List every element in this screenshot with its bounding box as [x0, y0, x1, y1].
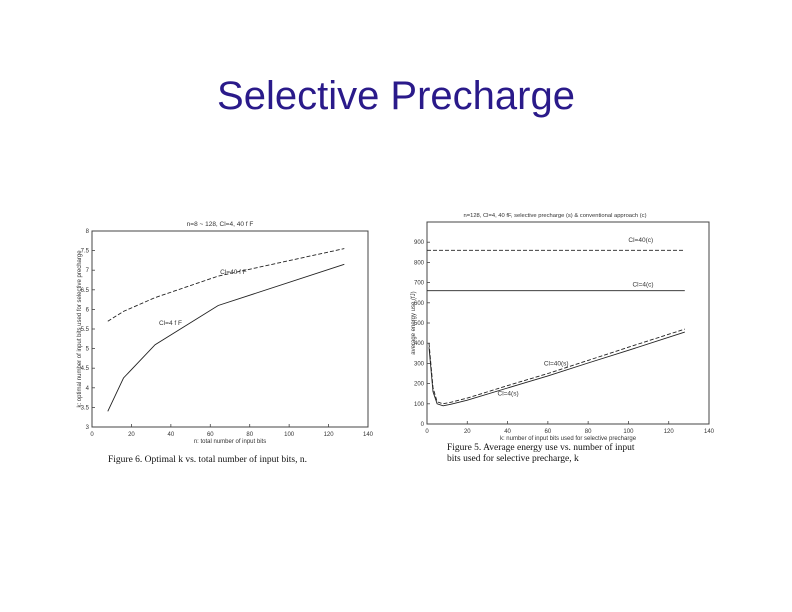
figure-caption-line: bits used for selective precharge, k: [447, 453, 579, 464]
figure-caption-line: Figure 5. Average energy use vs. number …: [447, 442, 635, 453]
x-tick-label: 20: [128, 432, 135, 438]
x-tick-label: 40: [504, 429, 511, 435]
plot-frame: [426, 221, 710, 425]
y-tick-label: 100: [414, 402, 425, 408]
series-label: Cl=4(c): [632, 282, 653, 289]
y-tick-label: 7: [86, 268, 90, 274]
series-label: Cl=4(s): [498, 391, 519, 398]
y-tick-label: 300: [414, 361, 425, 367]
y-tick-label: 900: [414, 240, 425, 246]
figure-5-chart: 0 20 40 60 80 100 120 140 0 100 200 300 400 500 600 700…: [411, 213, 715, 464]
y-tick-label: 5.5: [81, 327, 90, 333]
slide-title: Selective Precharge: [217, 74, 575, 118]
y-axis-label: average energy use (fJ): [411, 291, 417, 354]
chart-title: n=128, Cl=4, 40 fF, selective precharge …: [463, 213, 646, 219]
series-label: Cl=40(s): [544, 360, 569, 367]
x-tick-label: 80: [585, 429, 592, 435]
x-axis-label: k: number of input bits used for selecti…: [500, 436, 637, 442]
y-tick-label: 7.5: [81, 249, 90, 255]
y-tick-label: 500: [414, 321, 425, 327]
y-tick-label: 3.5: [81, 405, 90, 411]
series-line: [107, 248, 345, 322]
chart-title: n=8 ~ 128, Cl=4, 40 f F: [187, 221, 254, 228]
y-tick-label: 200: [414, 382, 425, 388]
series-label: Cl=40 f F: [220, 269, 247, 276]
x-tick-label: 80: [246, 432, 253, 438]
y-tick-label: 5: [86, 347, 90, 353]
y-tick-label: 400: [414, 341, 425, 347]
x-tick-label: 100: [623, 429, 634, 435]
x-tick-label: 120: [324, 432, 335, 438]
x-tick-label: 0: [425, 429, 429, 435]
y-tick-label: 8: [86, 229, 90, 235]
y-tick-label: 700: [414, 281, 425, 287]
x-tick-label: 140: [704, 429, 715, 435]
series-line: [428, 328, 685, 405]
x-tick-label: 60: [545, 429, 552, 435]
series-line: [107, 263, 345, 412]
series-line: [428, 331, 685, 407]
y-tick-label: 0: [421, 422, 425, 428]
y-tick-label: 4.5: [81, 366, 90, 372]
y-tick-label: 4: [86, 386, 90, 392]
plot-frame: [91, 230, 369, 428]
x-tick-label: 0: [90, 432, 94, 438]
y-tick-label: 6.5: [81, 288, 90, 294]
series-label: Cl=4 f F: [159, 320, 182, 327]
x-tick-label: 120: [664, 429, 675, 435]
figure-caption: Figure 6. Optimal k vs. total number of …: [108, 454, 307, 465]
x-tick-label: 140: [363, 432, 374, 438]
x-tick-label: 40: [168, 432, 175, 438]
x-axis-label: n: total number of input bits: [194, 439, 266, 445]
y-axis-label: k: optimal number of input bits used for…: [77, 250, 83, 408]
x-tick-label: 20: [464, 429, 471, 435]
y-tick-label: 3: [86, 425, 90, 431]
x-tick-label: 60: [207, 432, 214, 438]
x-tick-label: 100: [284, 432, 295, 438]
y-tick-label: 6: [86, 307, 90, 313]
series-label: Cl=40(c): [628, 237, 653, 244]
y-tick-label: 600: [414, 301, 425, 307]
y-tick-label: 800: [414, 260, 425, 266]
figure-6-chart: 0 20 40 60 80 100 120 140 3 3.5 4 4.5 5 5.5 6 6.5 7 7.5 8 n…: [77, 221, 374, 465]
